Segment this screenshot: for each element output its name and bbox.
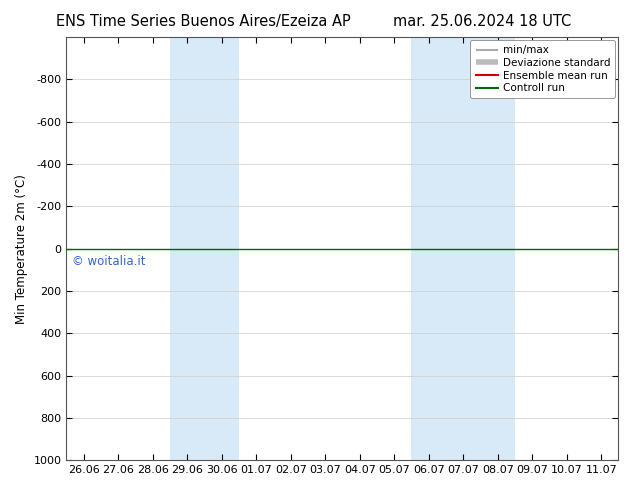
Text: mar. 25.06.2024 18 UTC: mar. 25.06.2024 18 UTC (392, 14, 571, 29)
Bar (170, 37, 239, 460)
Bar (411, 37, 515, 460)
Legend: min/max, Deviazione standard, Ensemble mean run, Controll run: min/max, Deviazione standard, Ensemble m… (470, 40, 616, 98)
Text: ENS Time Series Buenos Aires/Ezeiza AP: ENS Time Series Buenos Aires/Ezeiza AP (56, 14, 350, 29)
Y-axis label: Min Temperature 2m (°C): Min Temperature 2m (°C) (15, 173, 28, 323)
Text: © woitalia.it: © woitalia.it (72, 255, 145, 268)
